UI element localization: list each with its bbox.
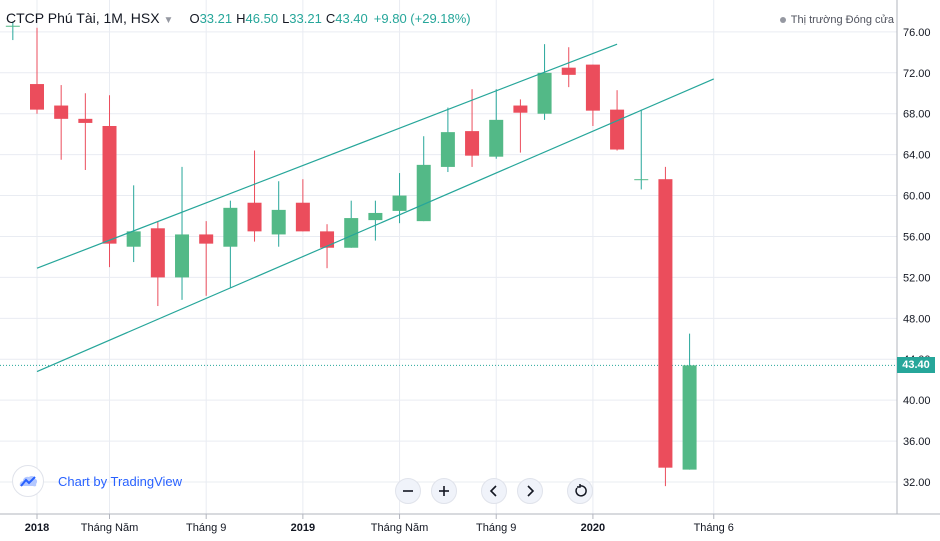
- x-tick-label: Tháng 9: [186, 522, 226, 534]
- y-tick-label: 40.00: [903, 395, 931, 407]
- scroll-right-button[interactable]: [517, 478, 543, 504]
- x-tick-label: Tháng Năm: [371, 522, 428, 534]
- zoom-in-button[interactable]: [431, 478, 457, 504]
- chevron-down-icon[interactable]: ▼: [163, 15, 174, 26]
- y-tick-label: 56.00: [903, 231, 931, 243]
- candle-body[interactable]: [561, 67, 576, 75]
- x-tick-label: 2020: [581, 522, 605, 534]
- y-tick-label: 32.00: [903, 477, 931, 489]
- candle-body[interactable]: [368, 212, 383, 221]
- candle-body[interactable]: [54, 105, 69, 119]
- candle-body[interactable]: [199, 234, 214, 244]
- minus-icon: [403, 490, 413, 492]
- last-price-tag: 43.40: [897, 357, 935, 373]
- open-key: O: [189, 11, 200, 26]
- x-tick-label: Tháng 6: [694, 522, 734, 534]
- reset-icon: [575, 484, 587, 497]
- candle-body[interactable]: [5, 25, 20, 27]
- low-value: 33.21: [289, 11, 322, 26]
- low-key: L: [282, 11, 290, 26]
- change-value: +9.80 (+29.18%): [373, 11, 471, 26]
- candle-body[interactable]: [223, 207, 238, 247]
- status-dot-icon: [779, 17, 786, 24]
- candle-body[interactable]: [30, 84, 44, 110]
- high-key: H: [236, 11, 246, 26]
- open-value: 33.21: [199, 11, 233, 26]
- candle-body[interactable]: [150, 228, 165, 278]
- candle-body[interactable]: [126, 231, 141, 247]
- chevron-left-icon: [489, 485, 497, 497]
- candle-body[interactable]: [175, 234, 190, 278]
- trend-channel-line[interactable]: [36, 43, 618, 269]
- plus-icon: [439, 486, 449, 496]
- candle-body[interactable]: [271, 209, 286, 235]
- candle-body[interactable]: [295, 202, 310, 232]
- candle-body[interactable]: [658, 179, 673, 468]
- candle-body[interactable]: [537, 72, 552, 114]
- symbol-legend: CTCP Phú Tài, 1M, HSX ▼ O33.21 H46.50 L33.21…: [6, 10, 471, 26]
- reset-chart-button[interactable]: [567, 478, 593, 504]
- x-tick-label: 2018: [25, 522, 49, 534]
- y-tick-label: 68.00: [903, 109, 931, 121]
- candle-body[interactable]: [392, 195, 407, 211]
- candle-body[interactable]: [247, 202, 262, 232]
- market-status: Thị trường Đóng cửa: [779, 14, 894, 26]
- x-tick-label: Tháng 9: [476, 522, 516, 534]
- candle-body[interactable]: [440, 132, 455, 167]
- candle-body[interactable]: [344, 218, 359, 248]
- candle-body[interactable]: [465, 131, 480, 156]
- branding-label[interactable]: Chart by TradingView: [58, 473, 183, 489]
- high-value: 46.50: [245, 11, 279, 26]
- market-status-label: Thị trường Đóng cửa: [790, 14, 894, 26]
- zoom-out-button[interactable]: [395, 478, 421, 504]
- candle-body[interactable]: [682, 365, 697, 470]
- candle-body[interactable]: [78, 118, 93, 123]
- close-value: 43.40: [335, 11, 368, 26]
- scroll-left-button[interactable]: [481, 478, 507, 504]
- y-tick-label: 48.00: [903, 313, 931, 325]
- candle-body[interactable]: [416, 164, 431, 222]
- candle-body[interactable]: [610, 109, 625, 150]
- candle-body[interactable]: [585, 64, 600, 111]
- candle-body[interactable]: [513, 105, 528, 113]
- y-tick-label: 76.00: [903, 27, 931, 39]
- y-tick-label: 72.00: [903, 68, 931, 80]
- y-tick-label: 60.00: [903, 191, 931, 203]
- candle-body[interactable]: [634, 179, 649, 181]
- y-tick-label: 36.00: [903, 436, 931, 448]
- tradingview-cloud-icon[interactable]: [12, 465, 44, 497]
- symbol-title[interactable]: CTCP Phú Tài, 1M, HSX: [6, 10, 160, 26]
- candle-body[interactable]: [320, 231, 335, 248]
- y-tick-label: 64.00: [903, 150, 931, 162]
- candle-body[interactable]: [102, 125, 117, 244]
- x-tick-label: 2019: [291, 522, 315, 534]
- tradingview-branding[interactable]: Chart by TradingView: [12, 465, 183, 497]
- chevron-right-icon: [527, 485, 535, 497]
- y-tick-label: 52.00: [903, 272, 931, 284]
- candle-body[interactable]: [489, 119, 504, 157]
- x-tick-label: Tháng Năm: [81, 522, 138, 534]
- close-key: C: [325, 11, 336, 26]
- trend-channel-line[interactable]: [36, 78, 714, 373]
